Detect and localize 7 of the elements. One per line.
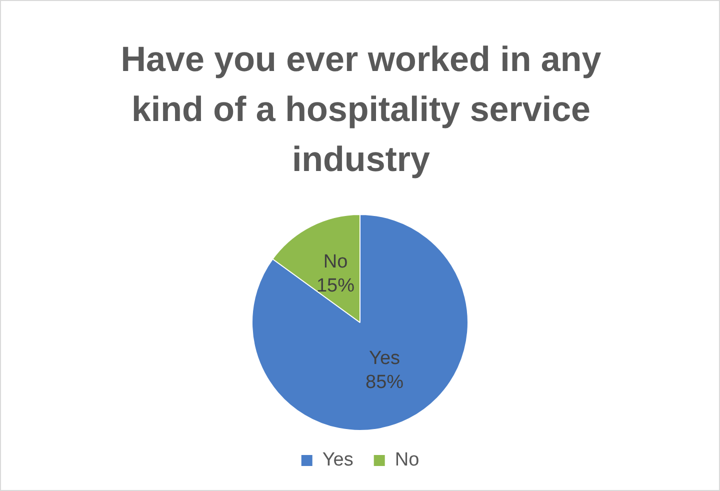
slice-label: No bbox=[323, 252, 348, 273]
data-label: 85% bbox=[366, 372, 404, 393]
slice-label: Yes bbox=[369, 348, 400, 369]
chart-title: Have you ever worked in any kind of a hospitality service industry bbox=[120, 39, 602, 181]
legend-label: Yes bbox=[322, 450, 354, 471]
data-label: 15% bbox=[316, 276, 355, 297]
legend-label: No bbox=[394, 450, 420, 471]
